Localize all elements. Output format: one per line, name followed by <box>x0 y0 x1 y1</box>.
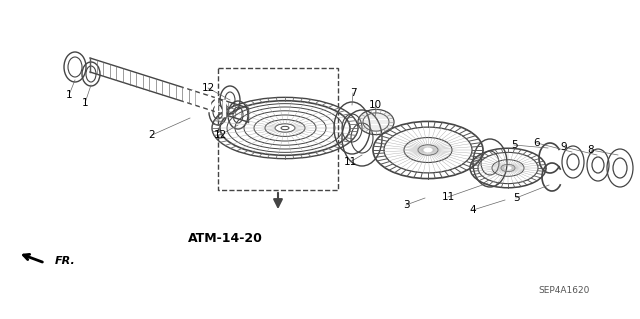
Text: 2: 2 <box>148 130 156 140</box>
Text: 12: 12 <box>213 130 227 140</box>
Text: FR.: FR. <box>55 256 76 266</box>
Text: 9: 9 <box>561 142 567 152</box>
Text: 4: 4 <box>470 205 476 215</box>
Text: 5: 5 <box>511 140 517 150</box>
Text: SEP4A1620: SEP4A1620 <box>539 286 590 295</box>
Text: 5: 5 <box>513 193 519 203</box>
Text: 3: 3 <box>403 200 410 210</box>
Text: 12: 12 <box>202 83 214 93</box>
Text: 10: 10 <box>369 100 381 110</box>
Text: 11: 11 <box>344 157 356 167</box>
Text: 1: 1 <box>82 98 88 108</box>
Text: 6: 6 <box>534 138 540 148</box>
Text: 8: 8 <box>588 145 595 155</box>
Text: 7: 7 <box>349 88 356 98</box>
Text: 1: 1 <box>66 90 72 100</box>
Text: 11: 11 <box>442 192 454 202</box>
Bar <box>218 68 338 190</box>
Text: ATM-14-20: ATM-14-20 <box>188 232 262 245</box>
